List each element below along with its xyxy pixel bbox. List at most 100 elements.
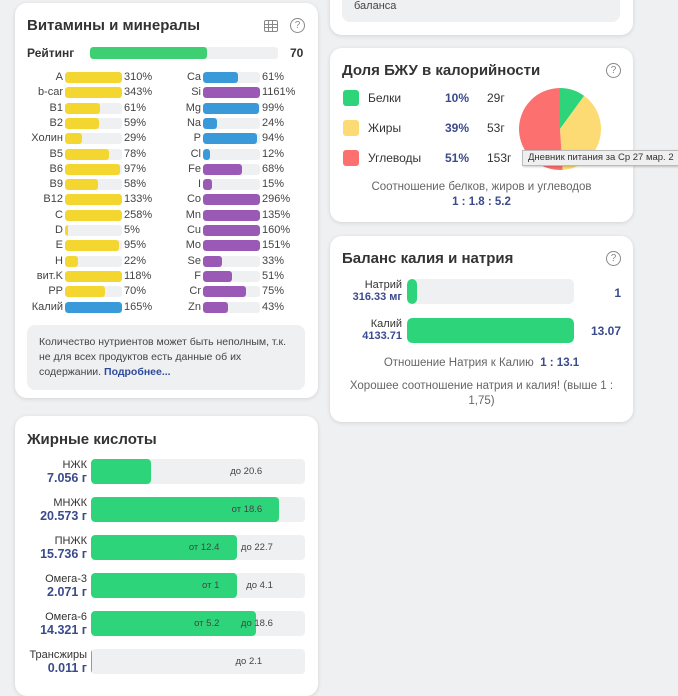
nutrient-fill: [203, 240, 260, 252]
nutrient-bar: [65, 209, 122, 221]
nutrient-label: D: [55, 224, 63, 236]
rating-fill: [90, 47, 207, 59]
nutrient-label: E: [55, 239, 63, 252]
potassium-value: 4133.71: [362, 330, 402, 342]
nutrient-label: B5: [49, 147, 63, 160]
potassium-sodium-card: Баланс калия и натрия ? Натрий 316.33 мг …: [330, 236, 633, 422]
table-icon[interactable]: [264, 20, 278, 32]
fatty-acid-fill: [91, 611, 256, 636]
bju-title: Доля БЖУ в калорийности: [342, 62, 541, 79]
nutrient-fill: [203, 133, 257, 145]
nutrient-label: B2: [49, 116, 63, 129]
nutrient-percent: 151%: [262, 239, 291, 252]
nutrient-percent: 61%: [124, 101, 147, 114]
nutrient-bar: [65, 148, 122, 160]
na-k-verdict: Хорошее соотношение натрия и калия! (выш…: [349, 380, 614, 407]
fatty-acid-label: Омега-3 2.071 г: [19, 573, 87, 599]
nutrient-bar: [65, 255, 122, 267]
nutrient-bar: [203, 225, 260, 236]
nutrient-label: P: [193, 132, 201, 145]
date-tooltip: Дневник питания за Ср 27 мар. 2: [522, 150, 678, 166]
legend-grams: 53г: [487, 121, 505, 135]
nutrient-label: Cr: [189, 285, 201, 298]
nutrient-percent: 258%: [124, 208, 153, 221]
potassium-label: Калий: [370, 318, 402, 330]
help-icon[interactable]: ?: [606, 63, 621, 78]
fatty-acid-bar: до 2.1: [91, 649, 305, 674]
fatty-acid-label: МНЖК 20.573 г: [19, 497, 87, 523]
nutrient-percent: 51%: [262, 269, 285, 282]
rating-label: Рейтинг: [27, 46, 75, 60]
nutrient-bar: [203, 194, 260, 206]
nutrient-bar: [65, 117, 122, 129]
nutrient-fill: [65, 148, 110, 160]
rating-value: 70: [290, 46, 304, 60]
fatty-acid-name: МНЖК: [53, 497, 87, 509]
nutrient-label: Na: [186, 116, 201, 129]
pie-slice-Белки[interactable]: [560, 88, 585, 129]
fatty-acid-fill: [91, 573, 237, 598]
nutrient-fill: [203, 102, 260, 114]
kna-title: Баланс калия и натрия: [342, 250, 514, 267]
nutrient-bar: [65, 194, 122, 206]
nutrient-bar: [203, 148, 260, 160]
fatty-acid-label: Трансжиры 0.011 г: [19, 649, 87, 675]
nutrient-bar: [203, 301, 260, 313]
legend-label: Белки: [368, 91, 402, 105]
bju-ratio-label: Соотношение белков, жиров и углеводов: [371, 181, 592, 193]
nutrient-bar: [65, 72, 122, 83]
sodium-ratio: 1: [614, 286, 621, 300]
nutrient-label: F: [194, 269, 201, 282]
nutrient-label: B12: [43, 193, 63, 206]
nutrient-percent: 61%: [262, 71, 285, 83]
nutrient-percent: 58%: [124, 178, 147, 191]
nutrient-label: A: [55, 71, 63, 83]
potassium-label-group: Калий 4133.71: [330, 318, 402, 342]
fatty-acid-value: 2.071 г: [47, 585, 87, 599]
nutrient-bar: [203, 133, 260, 145]
fatty-acid-fill: [91, 459, 151, 484]
nutrient-fill: [65, 179, 99, 191]
nutrient-bar: [203, 240, 260, 252]
nutrient-fill: [65, 240, 120, 252]
fatty-acid-value: 7.056 г: [47, 471, 87, 485]
nutrient-percent: 24%: [262, 116, 285, 129]
vitamins-title: Витамины и минералы: [27, 17, 201, 34]
nutrient-percent: 43%: [262, 300, 285, 313]
more-link[interactable]: Подробнее...: [104, 366, 171, 378]
na-k-ratio-value: 1 : 13.1: [540, 357, 580, 369]
max-norm-marker: до 2.1: [235, 656, 263, 667]
nutrient-label: Калий: [31, 300, 63, 313]
help-icon[interactable]: ?: [606, 251, 621, 266]
fatty-acid-bar: от 1 до 4.1: [91, 573, 305, 598]
nutrient-label: Mo: [185, 239, 201, 252]
nutrient-percent: 133%: [124, 193, 153, 206]
fatty-acid-bar: до 20.6: [91, 459, 305, 484]
min-norm-marker: от 5.2: [194, 618, 220, 629]
max-norm-marker: до 18.6: [240, 618, 273, 629]
nutrient-fill: [203, 286, 246, 298]
pie-slice-Углеводы[interactable]: [518, 88, 563, 170]
help-icon[interactable]: ?: [290, 18, 305, 33]
nutrient-fill: [203, 270, 233, 282]
fatty-acid-value: 20.573 г: [40, 509, 87, 523]
nutrient-fill: [65, 163, 121, 175]
nutrient-fill: [65, 270, 122, 282]
nutrient-bar: [65, 301, 122, 313]
nutrient-fill: [203, 225, 260, 236]
nutrient-fill: [65, 87, 122, 99]
nutrient-fill: [203, 163, 242, 175]
na-k-ratio-label: Отношение Натрия к Калию: [383, 357, 534, 369]
nutrient-label: вит.K: [36, 269, 63, 282]
nutrient-percent: 95%: [124, 239, 147, 252]
na-k-ratio-row: Отношение Натрия к Калию 1 : 13.1: [330, 357, 633, 369]
sodium-fill: [407, 279, 418, 304]
fatty-acid-label: ПНЖК 15.736 г: [19, 535, 87, 561]
potassium-fill: [407, 318, 574, 343]
nutrient-label: Si: [191, 86, 201, 99]
fatty-acid-name: Омега-3: [45, 573, 87, 585]
min-norm-marker: от 12.4: [188, 542, 220, 553]
nutrient-label: B1: [49, 101, 63, 114]
nutrient-bar: [203, 270, 260, 282]
nutrient-label: Холин: [31, 132, 63, 145]
